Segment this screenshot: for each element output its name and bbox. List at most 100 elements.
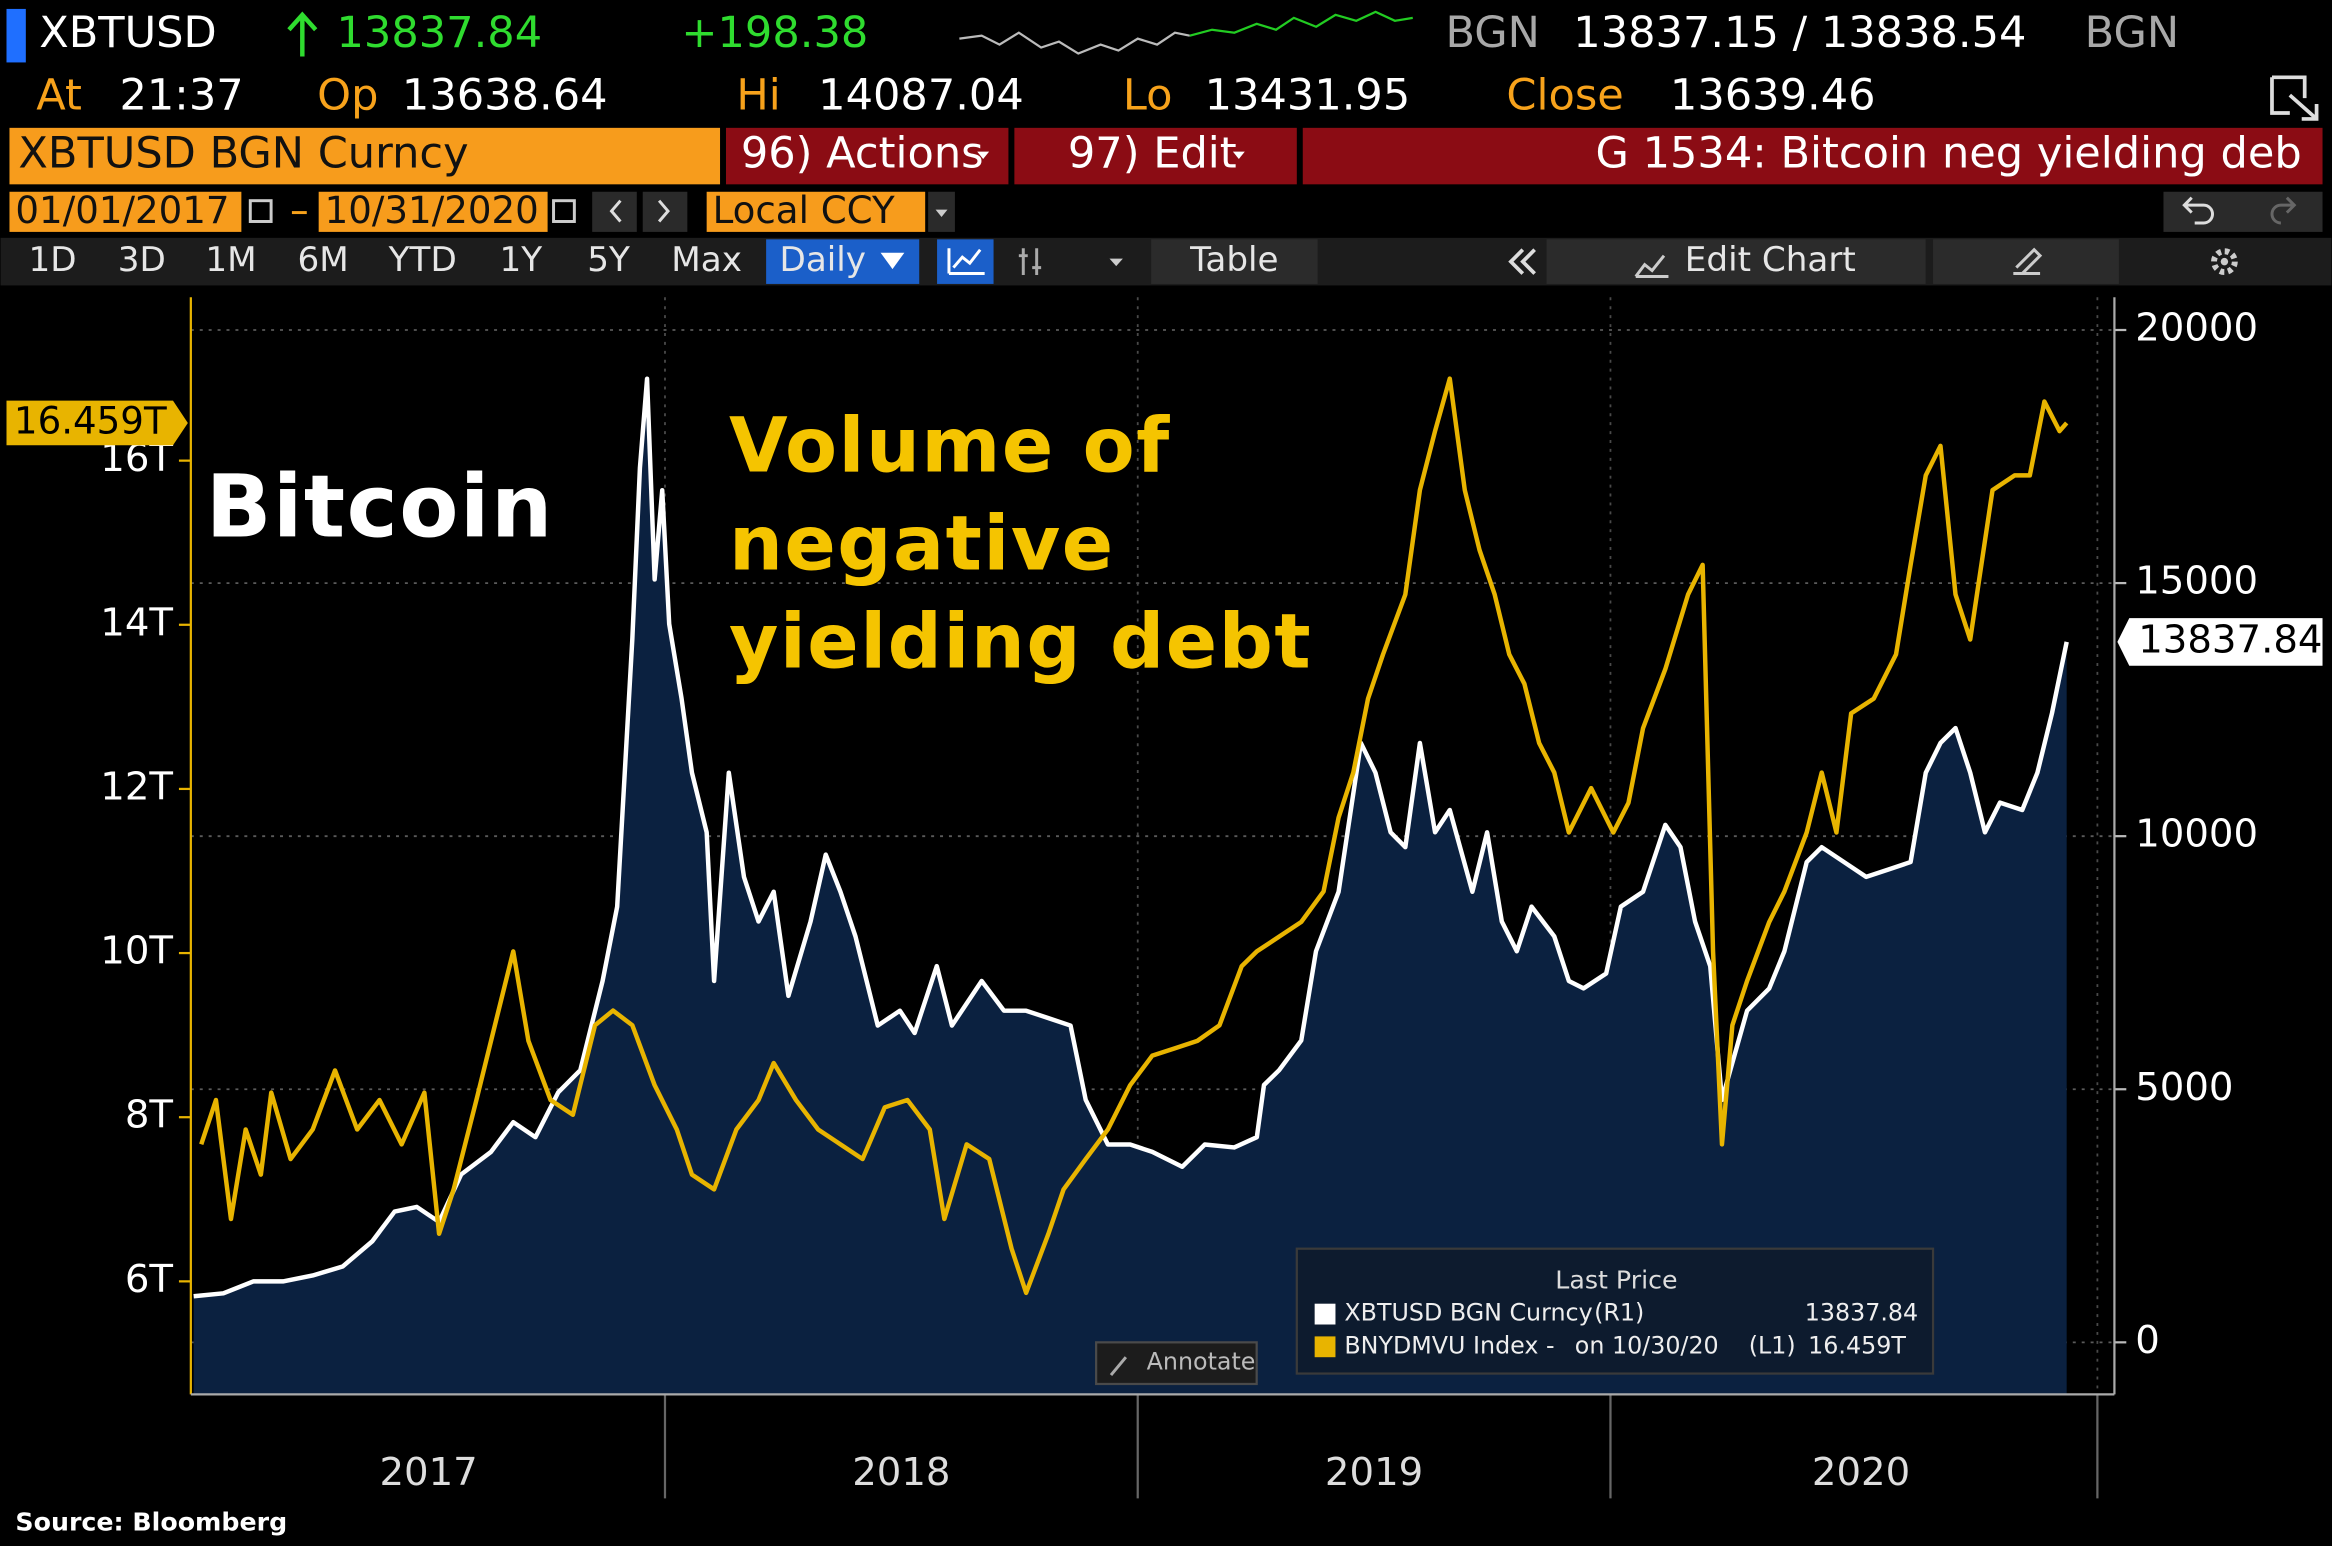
- sparkline: [959, 31, 1191, 55]
- field-value: 13639.46: [1670, 71, 1876, 121]
- annotate-icon: [1109, 1356, 1128, 1376]
- x-tick-label: 2019: [1325, 1450, 1423, 1495]
- x-tick-label: 2018: [852, 1450, 950, 1495]
- field-label: Lo: [1123, 71, 1173, 121]
- collapse-icon[interactable]: [1508, 248, 1536, 275]
- legend-title: Last Price: [1555, 1265, 1677, 1294]
- last-value-tag: [2117, 618, 2323, 666]
- legend-swatch: [1314, 1336, 1336, 1358]
- period-button[interactable]: 3D: [118, 240, 166, 280]
- legend-text: (R1): [1594, 1299, 1644, 1327]
- bar-icon[interactable]: [1018, 248, 1042, 276]
- last-value-tag: [6, 400, 188, 446]
- chart: 050001000015000200006T8T10T12T14T16T2017…: [6, 297, 2323, 1537]
- up-arrow: [287, 11, 318, 57]
- undo-icon[interactable]: [2182, 196, 2214, 225]
- prev-button[interactable]: [592, 191, 637, 232]
- currency-select[interactable]: [706, 191, 926, 232]
- y-tick-label: 10T: [100, 929, 173, 974]
- annotation: negative: [729, 500, 1115, 588]
- edit-chart-button[interactable]: [1546, 239, 1926, 284]
- chevron: [609, 199, 622, 223]
- sparkline: [1189, 10, 1413, 37]
- y2-tick-label: 20000: [2135, 306, 2258, 351]
- start-date: 01/01/2017: [15, 189, 229, 232]
- edit-chart-label: Edit Chart: [1685, 240, 1856, 280]
- y-tick-label: 8T: [125, 1093, 174, 1138]
- line-chart-button[interactable]: [937, 239, 994, 284]
- period-button[interactable]: 5Y: [587, 240, 630, 280]
- last-price: 13837.84: [337, 8, 543, 58]
- draw-icon: [2013, 247, 2043, 276]
- last-value-label: 16.459T: [14, 399, 167, 442]
- start-date-input[interactable]: [9, 191, 242, 232]
- security-box[interactable]: [9, 127, 721, 185]
- dropdown-arrow: [977, 151, 990, 160]
- legend-swatch: [1314, 1303, 1336, 1325]
- period-button[interactable]: 1M: [205, 240, 256, 280]
- period-buttons: 1D 3D 1M 6M YTD 1Y 5Y Max: [29, 240, 742, 280]
- series-line: [199, 376, 2069, 1296]
- end-date-input[interactable]: [318, 191, 548, 232]
- actions-menu[interactable]: [725, 127, 1009, 185]
- source-code: BGN: [2085, 8, 2179, 58]
- source-code: BGN: [1445, 8, 1539, 58]
- period-button[interactable]: 1Y: [500, 240, 543, 280]
- net-change: +198.38: [681, 8, 868, 58]
- popout-icon[interactable]: [2270, 75, 2319, 121]
- y-tick-label: 14T: [100, 600, 173, 645]
- dropdown-arrow: [1109, 258, 1123, 267]
- bid-ask: 13837.15 / 13838.54: [1573, 8, 2026, 58]
- period-button[interactable]: Max: [671, 240, 742, 280]
- annotation: Bitcoin: [206, 457, 554, 557]
- field-label: At: [36, 71, 82, 121]
- field-label: Close: [1506, 71, 1623, 121]
- legend-text: XBTUSD BGN Curncy: [1344, 1299, 1592, 1327]
- table-label: Table: [1189, 240, 1278, 280]
- field-label: Op: [317, 71, 378, 121]
- period-button[interactable]: 1D: [29, 240, 77, 280]
- y-tick-label: 6T: [125, 1257, 174, 1302]
- actions-label: 96) Actions: [741, 129, 984, 179]
- table-button[interactable]: [1151, 239, 1318, 284]
- annotate-button[interactable]: [1095, 1341, 1258, 1386]
- field-value: 13638.64: [402, 71, 608, 121]
- y2-tick-label: 5000: [2135, 1065, 2233, 1110]
- y2-tick-label: 15000: [2135, 559, 2258, 604]
- area: [193, 378, 2067, 1395]
- period-button[interactable]: YTD: [388, 240, 457, 280]
- dropdown-arrow: [935, 209, 948, 218]
- source: Source: Bloomberg: [15, 1508, 287, 1537]
- legend-text: (L1): [1749, 1331, 1796, 1359]
- legend-box: [1295, 1247, 1935, 1375]
- y-tick-label: 12T: [100, 764, 173, 809]
- last-value-label: 13837.84: [2138, 617, 2322, 662]
- calendar-icon[interactable]: [248, 199, 273, 223]
- ticker: XBTUSD: [39, 8, 217, 58]
- edit-menu[interactable]: [1014, 127, 1297, 185]
- tool-button[interactable]: [1933, 239, 2119, 284]
- settings-icon-center: [2220, 257, 2229, 266]
- settings-icon[interactable]: [2211, 248, 2238, 276]
- y2-tick-label: 10000: [2135, 812, 2258, 857]
- end-date: 10/31/2020: [325, 189, 539, 232]
- field-value: 21:37: [119, 71, 243, 121]
- field-label: Hi: [736, 71, 780, 121]
- undo-redo: [2163, 191, 2323, 232]
- y2-tick-label: 0: [2135, 1318, 2160, 1363]
- ticker-marker: [6, 8, 26, 63]
- legend-value: 16.459T: [1808, 1331, 1906, 1359]
- next-button[interactable]: [642, 191, 688, 232]
- dropdown-arrow: [880, 252, 905, 270]
- legend-text: on 10/30/20: [1575, 1331, 1719, 1359]
- title-bar: [1302, 127, 2323, 185]
- redo-icon[interactable]: [2270, 196, 2297, 225]
- calendar-icon[interactable]: [552, 199, 576, 223]
- period-button[interactable]: 6M: [298, 240, 349, 280]
- legend-text: BNYDMVU Index -: [1344, 1331, 1554, 1359]
- edit-label: 97) Edit: [1068, 129, 1237, 179]
- legend-value: 13837.84: [1805, 1299, 1918, 1327]
- edit-chart-icon: [1634, 254, 1669, 278]
- dropdown-arrow: [1232, 151, 1245, 160]
